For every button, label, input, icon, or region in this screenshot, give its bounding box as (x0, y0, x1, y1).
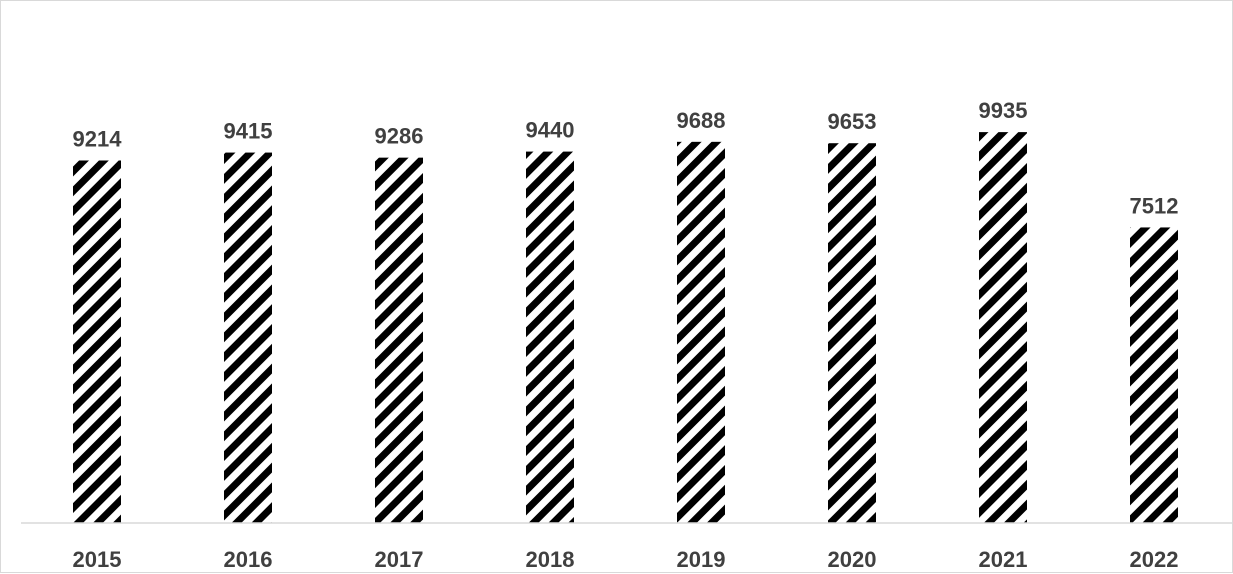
bar-2016 (224, 152, 272, 523)
bar-2020 (828, 143, 876, 523)
x-tick-label-2017: 2017 (375, 547, 424, 572)
labels-layer: 9214 2015 9415 2016 9286 2017 9440 2018 9688 2019… (73, 98, 1179, 572)
x-tick-label-2015: 2015 (73, 547, 122, 572)
data-label-2019: 9688 (677, 108, 726, 133)
bar-2015 (73, 160, 121, 523)
data-label-2020: 9653 (828, 109, 877, 134)
bar-2017 (375, 157, 423, 524)
bars-layer (73, 132, 1178, 524)
bar-2021 (979, 132, 1027, 524)
bar-2019 (677, 141, 725, 523)
x-tick-label-2019: 2019 (677, 547, 726, 572)
data-label-2016: 9415 (224, 119, 273, 144)
x-tick-label-2016: 2016 (224, 547, 273, 572)
x-tick-label-2020: 2020 (828, 547, 877, 572)
x-tick-label-2021: 2021 (979, 547, 1028, 572)
bar-2018 (526, 151, 574, 524)
data-label-2015: 9214 (73, 126, 123, 151)
data-label-2018: 9440 (526, 118, 575, 143)
data-label-2021: 9935 (979, 98, 1028, 123)
data-label-2022: 7512 (1130, 193, 1179, 218)
data-label-2017: 9286 (375, 124, 424, 149)
x-tick-label-2022: 2022 (1130, 547, 1179, 572)
x-tick-label-2018: 2018 (526, 547, 575, 572)
bar-2022 (1130, 227, 1178, 523)
